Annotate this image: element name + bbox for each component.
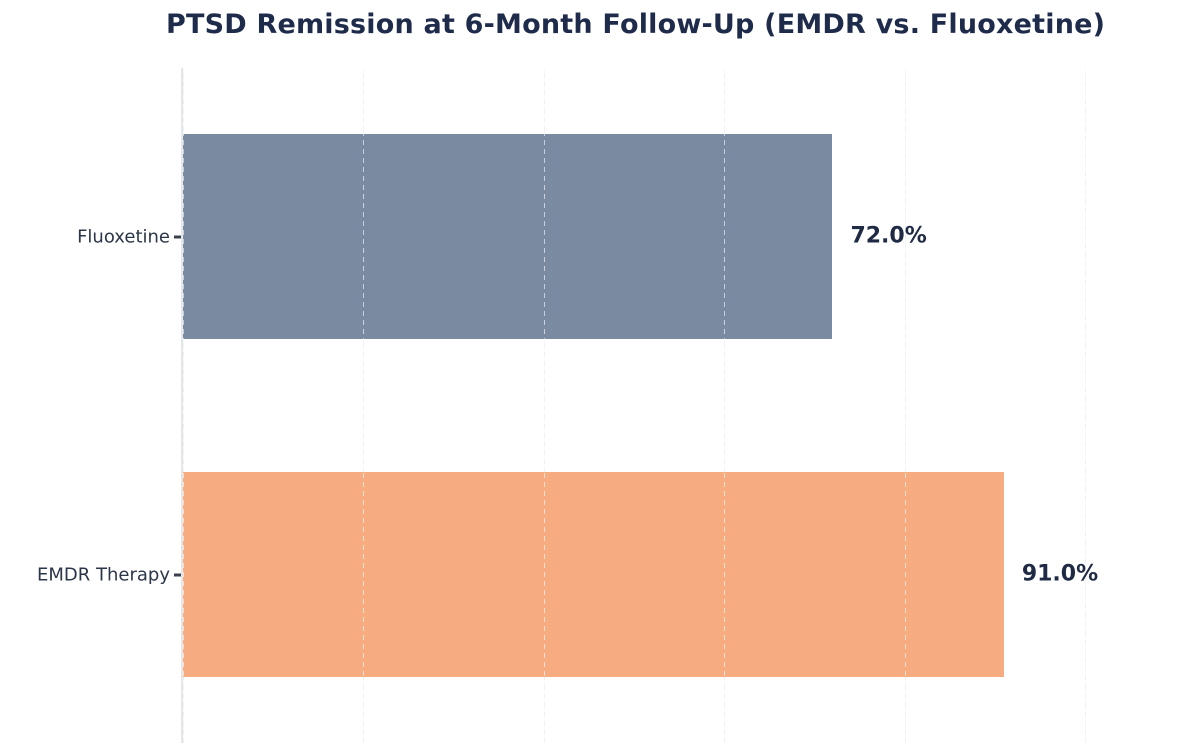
y-tick-label-fluoxetine: Fluoxetine bbox=[77, 226, 170, 248]
gridline-overlay-40 bbox=[543, 68, 545, 743]
gridline-overlay-0 bbox=[183, 68, 184, 743]
y-tick-mark-fluoxetine bbox=[174, 235, 181, 239]
gridline-overlay-20 bbox=[363, 68, 365, 743]
bar-fluoxetine bbox=[183, 134, 833, 339]
gridline-overlay-100 bbox=[1085, 68, 1086, 743]
chart-title: PTSD Remission at 6-Month Follow-Up (EMD… bbox=[166, 9, 1106, 40]
y-tick-label-emdr-therapy: EMDR Therapy bbox=[37, 564, 170, 586]
value-label-emdr-therapy: 91.0% bbox=[1021, 561, 1099, 587]
gridline-overlay-60 bbox=[724, 68, 726, 743]
gridline-overlay-80 bbox=[904, 68, 906, 743]
y-tick-mark-emdr-therapy bbox=[174, 573, 181, 577]
bar-emdr-therapy bbox=[183, 472, 1004, 677]
y-axis-line bbox=[181, 68, 183, 743]
value-label-fluoxetine: 72.0% bbox=[850, 223, 927, 249]
plot-area: 72.0% 91.0% bbox=[181, 68, 1103, 743]
